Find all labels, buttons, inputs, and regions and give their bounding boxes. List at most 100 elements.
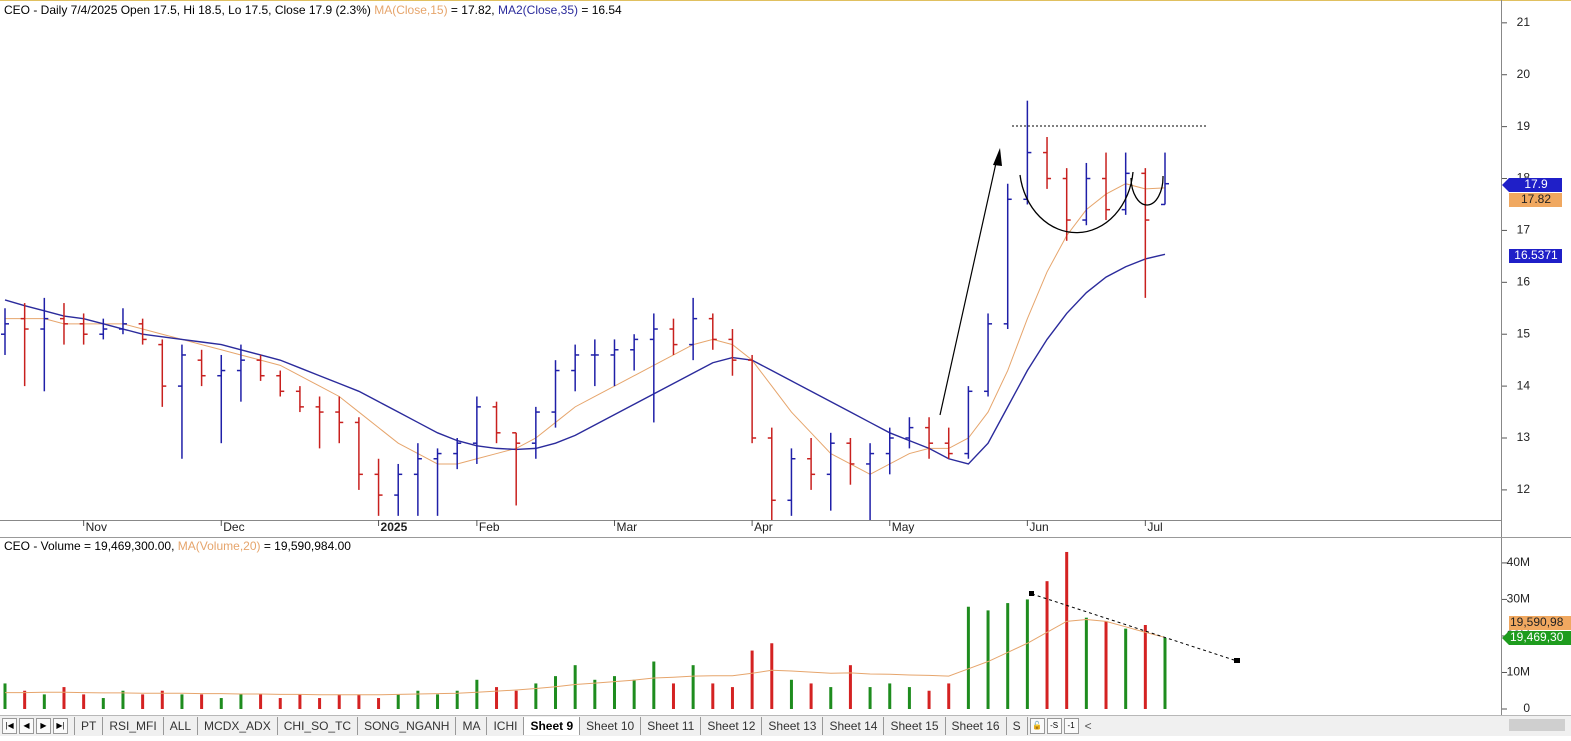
nav-prev[interactable]: ◀: [19, 718, 34, 734]
sheet-tab[interactable]: Sheet 11: [641, 717, 702, 735]
arrow-head: [993, 148, 1002, 166]
volume-bar: [1163, 637, 1167, 709]
volume-bar: [573, 665, 577, 709]
value-badge-text: 17.82: [1521, 192, 1551, 206]
volume-bar: [1006, 603, 1010, 709]
sheet-tab[interactable]: Sheet 9: [524, 717, 581, 735]
sheet-tab[interactable]: MCDX_ADX: [198, 717, 278, 735]
sheet-tab[interactable]: PT: [75, 717, 104, 735]
sheet-tab[interactable]: Sheet 16: [946, 717, 1007, 735]
y-tick-label: 16: [1517, 274, 1531, 288]
y-tick-label: 10M: [1507, 665, 1530, 679]
volume-bar: [986, 610, 990, 709]
volume-bar: [1124, 628, 1128, 709]
trendline-handle: [1234, 658, 1240, 663]
volume-bar: [436, 694, 440, 709]
volume-bar: [141, 694, 145, 709]
volume-bar: [42, 694, 46, 709]
sheet-tab[interactable]: MA: [456, 717, 488, 735]
volume-bar: [337, 694, 341, 709]
legend-value: = 17.82,: [451, 3, 495, 17]
volume-bar: [809, 683, 813, 709]
nav-first[interactable]: |◀: [2, 718, 17, 734]
sheet-tab[interactable]: Sheet 14: [823, 717, 885, 735]
volume-bar: [1025, 599, 1029, 709]
sheet-tab[interactable]: Sheet 13: [762, 717, 824, 735]
volume-bar: [396, 694, 400, 709]
sheet-tab[interactable]: SONG_NGANH: [358, 717, 457, 735]
volume-bar: [82, 694, 86, 709]
volume-bar: [101, 698, 105, 709]
scroll-left[interactable]: <: [1084, 719, 1092, 733]
volume-bar: [1045, 581, 1049, 709]
value-badge: [1509, 193, 1562, 207]
volume-bar: [848, 665, 852, 709]
scrollbar[interactable]: [1509, 719, 1565, 731]
volume-bar: [534, 683, 538, 709]
value-badge-text: 19,469,30: [1510, 630, 1564, 644]
sheet-tab[interactable]: CHI_SO_TC: [278, 717, 359, 735]
y-tick-label: 0: [1523, 701, 1530, 715]
nav-next[interactable]: ▶: [36, 718, 51, 734]
y-tick-label: 19: [1517, 119, 1531, 133]
volume-bar: [593, 679, 597, 709]
sheet-tab[interactable]: S: [1007, 717, 1028, 735]
x-tick-label: Feb: [479, 520, 500, 534]
nav-last[interactable]: ▶|: [53, 718, 68, 734]
volume-bar: [377, 698, 381, 709]
x-tick-label: 2025: [381, 520, 408, 534]
legend-name: MA(Volume,20): [178, 539, 261, 553]
header-text: CEO - Volume = 19,469,300.00,: [4, 539, 174, 553]
value-badge-text: 16.5371: [1514, 248, 1558, 262]
legend-value: = 19,590,984.00: [264, 539, 351, 553]
sheet-tab[interactable]: Sheet 12: [701, 717, 763, 735]
y-tick-label: 21: [1517, 15, 1531, 29]
volume-bar: [1104, 621, 1108, 709]
volume-bar: [200, 694, 204, 709]
volume-bar: [1084, 617, 1088, 709]
y-tick-label: 20: [1517, 67, 1531, 81]
x-tick-label: Mar: [616, 520, 637, 534]
volume-bar: [416, 690, 420, 709]
volume-bar: [219, 698, 223, 709]
y-tick-label: 40M: [1507, 555, 1530, 569]
sheet-tab[interactable]: Sheet 10: [580, 717, 642, 735]
volume-bar: [632, 679, 636, 709]
x-tick-label: May: [892, 520, 915, 534]
sheet-tab[interactable]: ALL: [164, 717, 199, 735]
volume-bar: [121, 690, 125, 709]
cup-arc: [1019, 171, 1134, 234]
sheet-tab[interactable]: RSI_MFI: [103, 717, 164, 735]
x-tick-label: Jun: [1029, 520, 1048, 534]
volume-bar: [239, 694, 243, 709]
tab-list: PT RSI_MFI ALL MCDX_ADX CHI_SO_TC SONG_NGANH M…: [74, 717, 1028, 735]
volume-bar: [789, 679, 793, 709]
x-tick-label: Jul: [1147, 520, 1162, 534]
sheet-tab[interactable]: ICHI: [487, 717, 525, 735]
volume-bar: [180, 694, 184, 709]
lock-button[interactable]: 🔓: [1029, 718, 1045, 734]
x-tick-label: Dec: [223, 520, 244, 534]
volume-bar: [160, 690, 164, 709]
legend-name: MA(Close,15): [374, 3, 447, 17]
x-tick-label: Nov: [86, 520, 107, 534]
value-badge-text: 19,590,98: [1510, 615, 1564, 629]
y-tick-label: 17: [1517, 223, 1531, 237]
volume-bar: [966, 606, 970, 709]
volume-bar: [907, 687, 911, 709]
volume-bar: [711, 683, 715, 709]
x-tick-label: Apr: [754, 520, 773, 534]
sheet-tab[interactable]: Sheet 15: [884, 717, 946, 735]
volume-bar: [750, 650, 754, 709]
legend-name: MA2(Close,35): [498, 3, 578, 17]
volume-bar: [691, 665, 695, 709]
sheet-button[interactable]: -1: [1063, 718, 1079, 734]
y-tick-label: 14: [1517, 378, 1531, 392]
volume-bar: [455, 690, 459, 709]
volume-bar: [888, 683, 892, 709]
volume-bar: [3, 683, 7, 709]
handle-arc: [1130, 175, 1164, 206]
volume-bar: [947, 683, 951, 709]
sheet-button[interactable]: -S: [1046, 718, 1062, 734]
